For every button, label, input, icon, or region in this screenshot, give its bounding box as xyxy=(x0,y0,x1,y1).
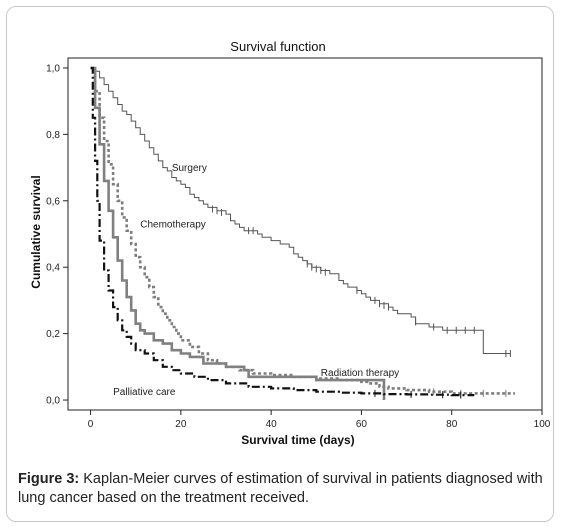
series-line-palliative-care xyxy=(90,66,475,397)
x-tick-label-2: 40 xyxy=(266,419,278,430)
x-tick-label-4: 80 xyxy=(446,419,458,430)
series-label-palliative-care: Palliative care xyxy=(113,387,176,398)
series-label-surgery: Surgery xyxy=(172,163,207,174)
y-tick-label-5: 1,0 xyxy=(46,63,60,74)
caption-text: Kaplan-Meier curves of estimation of sur… xyxy=(18,471,543,506)
x-tick-label-0: 0 xyxy=(88,419,94,430)
x-tick-label-1: 20 xyxy=(175,419,187,430)
y-tick-label-4: 0,8 xyxy=(46,130,60,141)
survival-chart: Survival function 0 20 40 60 80 1000,00,20,40… xyxy=(29,39,551,447)
x-tick-label-5: 100 xyxy=(534,419,551,430)
figure-caption: Figure 3: Kaplan-Meier curves of estimat… xyxy=(18,470,548,508)
chart-title: Survival function xyxy=(230,39,325,54)
series-line-chemotherapy xyxy=(90,66,515,395)
plot-frame xyxy=(67,57,543,411)
y-axis-label: Cumulative survival xyxy=(29,175,43,288)
y-tick-label-0: 0,0 xyxy=(46,396,60,407)
series-label-radiation-therapy: Radiation therapy xyxy=(321,368,399,379)
series-line-surgery xyxy=(90,67,511,354)
y-tick-label-2: 0,4 xyxy=(46,263,60,274)
x-axis-label: Survival time (days) xyxy=(241,433,354,447)
series-layer xyxy=(90,66,515,400)
axes-layer: 0 20 40 60 80 100 0,0 0,2 0,4 0,6 0,8 1,0 xyxy=(46,63,551,430)
series-line-radiation-therapy xyxy=(90,66,386,400)
caption-label: Figure 3: xyxy=(18,471,80,487)
series-label-chemotherapy: Chemotherapy xyxy=(140,219,206,230)
y-tick-label-1: 0,2 xyxy=(46,329,60,340)
x-tick-label-3: 60 xyxy=(356,419,368,430)
y-tick-label-3: 0,6 xyxy=(46,196,60,207)
curve-label-layer: Surgery Chemotherapy Radiation therapy Pall… xyxy=(113,163,399,398)
